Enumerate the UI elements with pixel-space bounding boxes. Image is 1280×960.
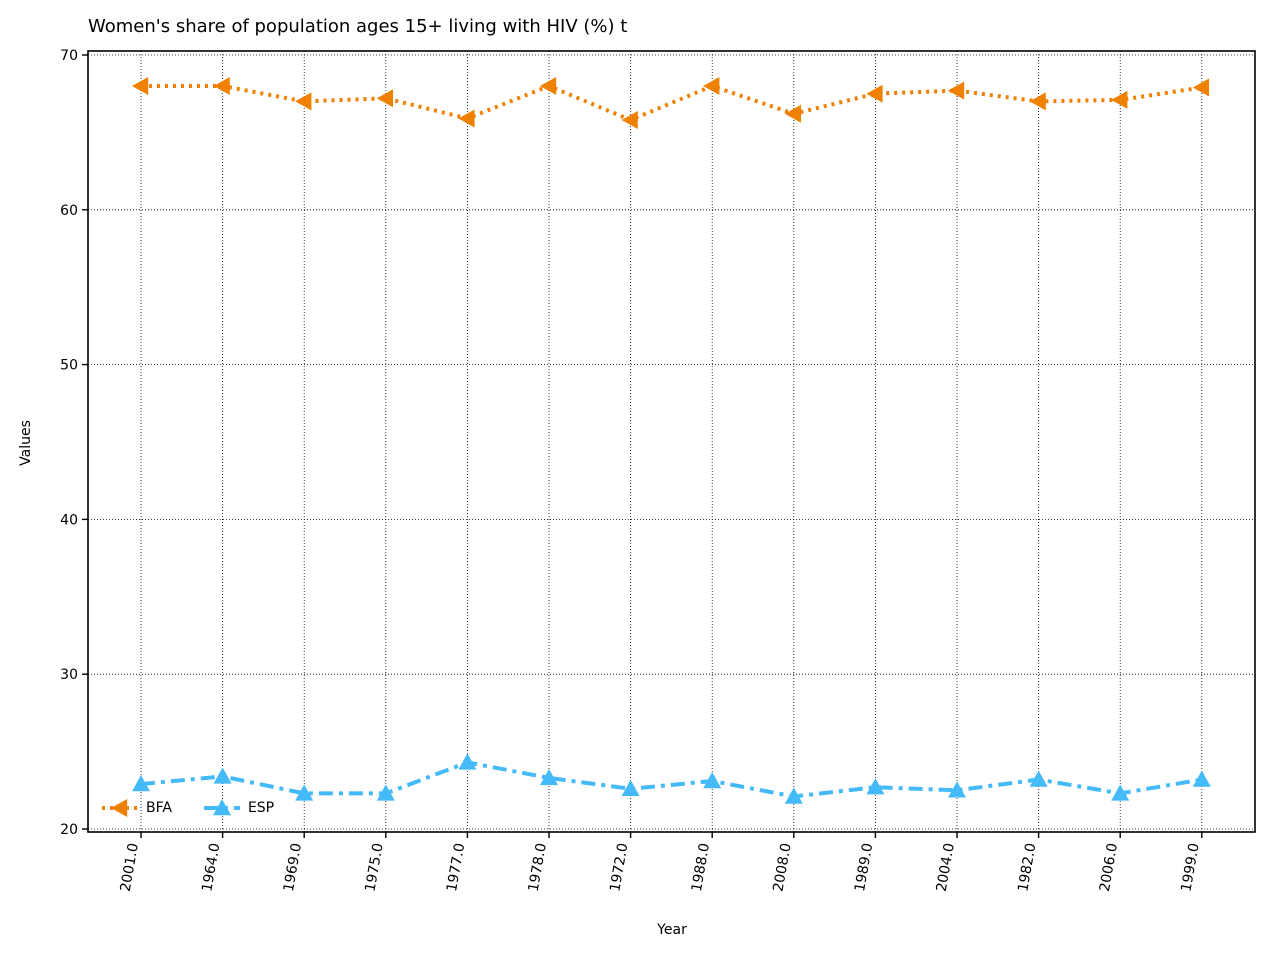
x-tick-label: 1989.0: [852, 842, 876, 893]
data-point: [784, 787, 803, 804]
data-point: [376, 89, 393, 108]
legend-marker: [212, 799, 231, 816]
data-point: [621, 779, 640, 796]
data-point: [1029, 770, 1048, 787]
data-point: [784, 104, 801, 123]
data-point: [1029, 92, 1046, 111]
y-axis: 20 30 40 50 60 70: [60, 48, 88, 838]
x-tick-label: 2008.0: [770, 842, 794, 893]
x-tick-label: 1999.0: [1178, 842, 1202, 893]
data-point: [1192, 78, 1209, 97]
data-point: [213, 767, 232, 784]
plot-frame: [87, 50, 1256, 833]
series-esp: [132, 753, 1211, 804]
x-tick-label: 1969.0: [281, 842, 305, 893]
x-tick-label: 1964.0: [199, 842, 223, 893]
y-tick-label: 60: [60, 203, 78, 219]
x-tick-label: 1975.0: [362, 842, 386, 893]
legend: BFA ESP: [100, 797, 274, 819]
data-point: [540, 77, 557, 95]
x-tick-label: 1982.0: [1015, 842, 1039, 893]
y-tick-label: 20: [60, 822, 78, 838]
x-tick-label: 1972.0: [607, 842, 631, 893]
data-point: [376, 784, 395, 801]
data-point: [1111, 784, 1130, 801]
data-point: [213, 77, 230, 95]
data-point: [132, 775, 150, 792]
y-axis-label: Values: [18, 420, 34, 466]
data-point: [703, 772, 722, 789]
y-tick-label: 40: [60, 512, 78, 528]
x-axis-label: Year: [657, 922, 687, 938]
series-line-esp: [140, 760, 1203, 799]
x-tick-label: 2001.0: [118, 842, 142, 893]
data-point: [295, 92, 312, 111]
data-point: [540, 768, 558, 786]
data-point: [866, 778, 885, 795]
grid: [88, 51, 1255, 832]
y-tick-label: 70: [60, 48, 78, 64]
legend-item-bfa: BFA: [100, 797, 172, 819]
legend-label-bfa: BFA: [146, 800, 172, 816]
data-point: [866, 84, 883, 103]
x-tick-label: 2006.0: [1097, 842, 1121, 893]
x-axis: 2001.0 1964.0 1969.0 1975.0 1977.0 1978.0 1972…: [118, 832, 1203, 893]
legend-swatch-bfa: [102, 799, 138, 817]
y-tick-label: 50: [60, 358, 78, 374]
data-point: [703, 77, 720, 95]
data-point: [1111, 90, 1128, 109]
data-point: [621, 111, 638, 129]
x-tick-label: 1988.0: [689, 842, 713, 893]
y-tick-label: 30: [60, 667, 78, 683]
data-point: [295, 784, 314, 801]
legend-swatch-esp: [203, 799, 240, 816]
data-point: [948, 781, 966, 798]
data-point: [458, 109, 475, 128]
legend-item-esp: ESP: [202, 797, 274, 819]
data-point: [458, 753, 477, 770]
x-tick-label: 1977.0: [444, 842, 468, 893]
chart-title: Women's share of population ages 15+ liv…: [88, 16, 628, 37]
x-tick-label: 1978.0: [526, 842, 550, 893]
x-tick-label: 2004.0: [934, 842, 958, 893]
data-point: [1192, 770, 1211, 787]
legend-marker: [111, 799, 128, 817]
data-point: [948, 81, 965, 100]
series-bfa: [132, 77, 1209, 129]
series-line-bfa: [141, 84, 1203, 122]
data-point: [132, 77, 149, 95]
legend-label-esp: ESP: [247, 800, 275, 816]
